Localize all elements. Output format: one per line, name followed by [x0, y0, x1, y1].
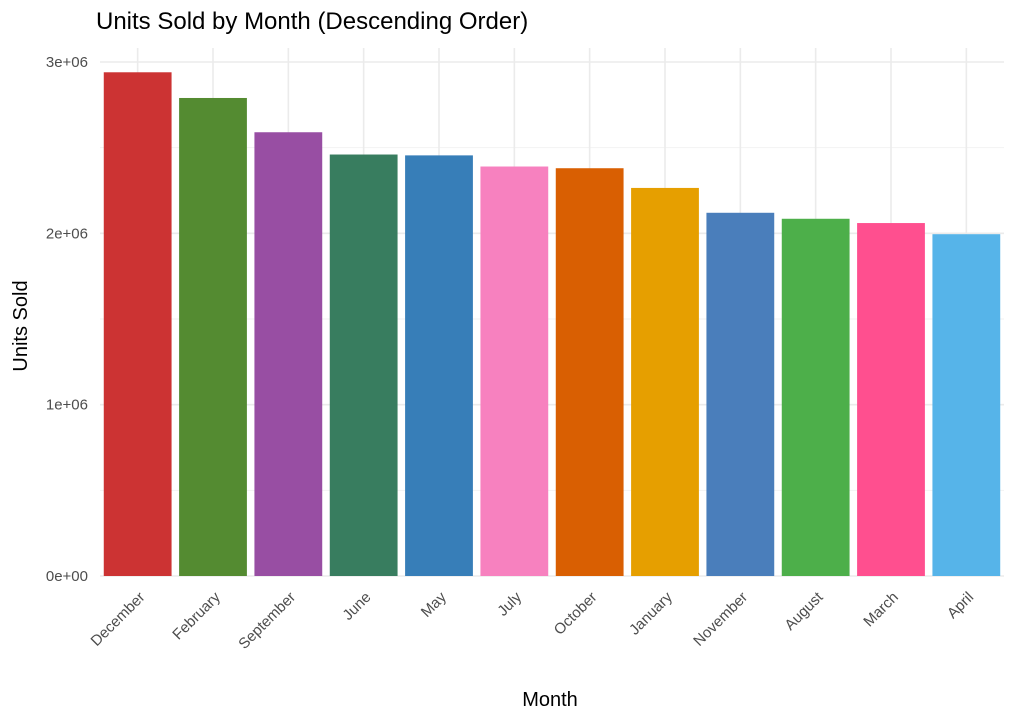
bar-april [932, 234, 1001, 576]
x-tick-label: December [88, 589, 149, 650]
bar-february [179, 97, 247, 576]
bars-group [103, 72, 1001, 577]
chart-title: Units Sold by Month (Descending Order) [96, 8, 528, 35]
x-tick-label: January [626, 588, 676, 638]
x-tick-label: April [944, 589, 977, 622]
x-tick-label: November [690, 589, 751, 650]
x-tick-label: February [169, 588, 224, 643]
bar-october [555, 168, 624, 576]
x-tick-label: July [494, 588, 525, 619]
x-tick-label: August [781, 588, 827, 634]
y-axis-title: Units Sold [10, 280, 32, 371]
x-axis-title: Month [522, 689, 578, 711]
bar-december [103, 72, 172, 576]
x-tick-label: June [339, 589, 374, 624]
bar-november [706, 212, 775, 577]
y-tick-label: 1e+06 [46, 397, 88, 414]
y-axis-ticks: 0e+00 1e+06 2e+06 3e+06 [46, 54, 88, 585]
bar-september [254, 132, 323, 576]
x-axis-ticks: December February September June May July Octo… [88, 588, 978, 652]
y-tick-label: 0e+00 [46, 568, 88, 585]
x-tick-label: March [860, 589, 901, 630]
bar-august [781, 218, 850, 576]
bar-may [405, 155, 473, 577]
y-tick-label: 2e+06 [46, 225, 88, 242]
bar-january [631, 187, 699, 576]
x-tick-label: October [551, 589, 601, 639]
bar-july [480, 166, 549, 576]
bar-march [857, 223, 925, 576]
bar-june [329, 154, 398, 576]
x-tick-label: May [418, 588, 450, 620]
y-tick-label: 3e+06 [46, 54, 88, 71]
x-tick-label: September [235, 589, 299, 653]
